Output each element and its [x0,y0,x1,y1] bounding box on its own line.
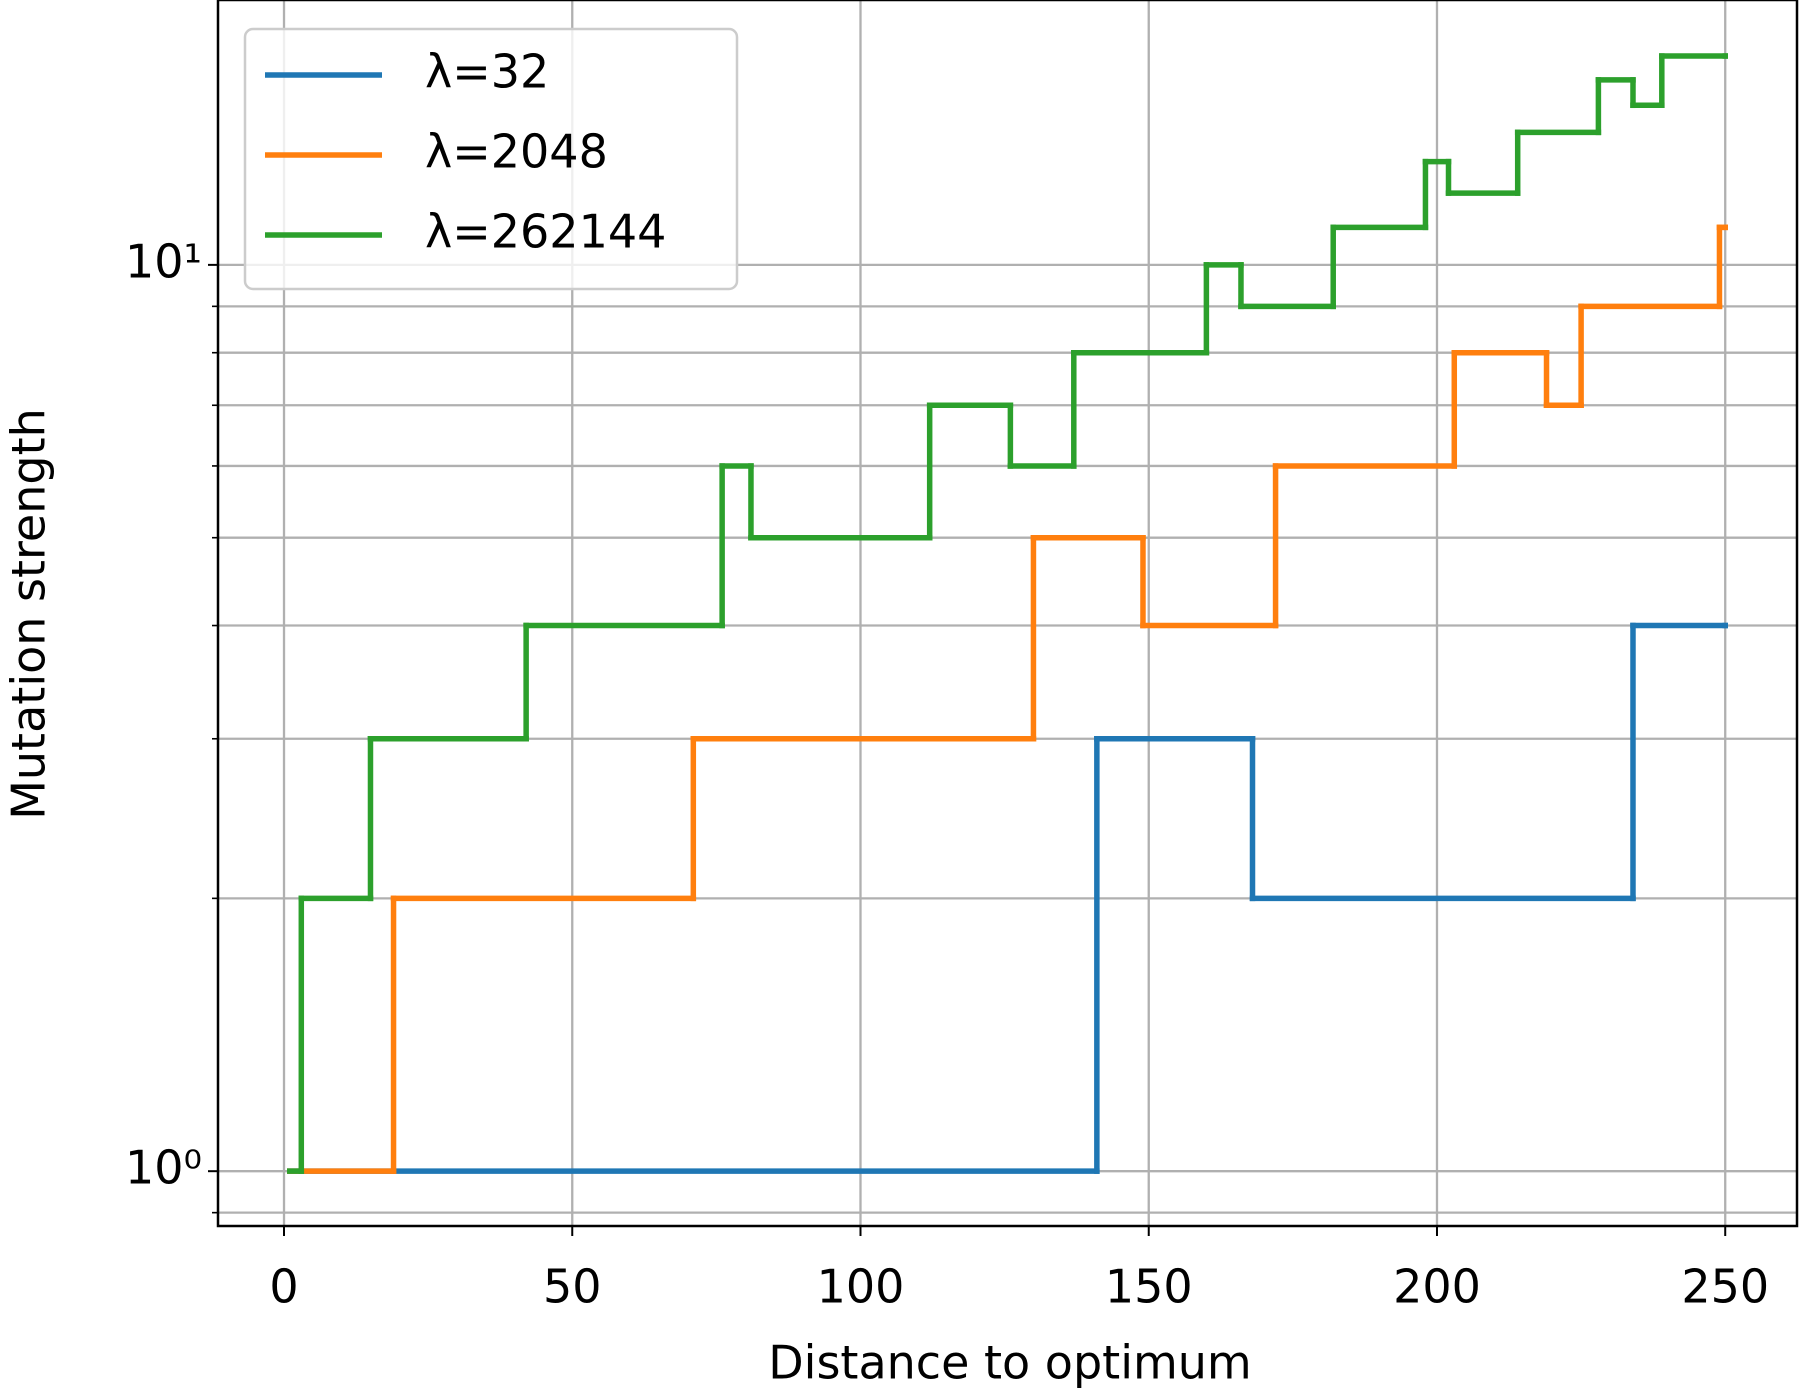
x-tick-label: 0 [269,1260,298,1314]
series-line [287,224,1728,1174]
legend-label: λ=32 [425,45,549,99]
x-tick-label: 200 [1393,1260,1481,1314]
plot-frame [216,0,1799,1228]
series-line [287,53,1728,1174]
x-tick-label: 50 [543,1260,602,1314]
x-tick-label: 250 [1681,1260,1769,1314]
legend-label: λ=2048 [425,125,608,179]
legend-box [243,27,739,291]
y-axis-label: Mutation strength [2,408,56,820]
x-axis-label: Distance to optimum [768,1336,1252,1390]
x-tick-label: 150 [1105,1260,1193,1314]
legend-label: λ=262144 [425,205,666,259]
y-tick-label: 10¹ [125,234,202,288]
y-tick-label: 10⁰ [125,1141,202,1195]
x-tick-label: 100 [817,1260,905,1314]
series-line [287,622,1728,1174]
